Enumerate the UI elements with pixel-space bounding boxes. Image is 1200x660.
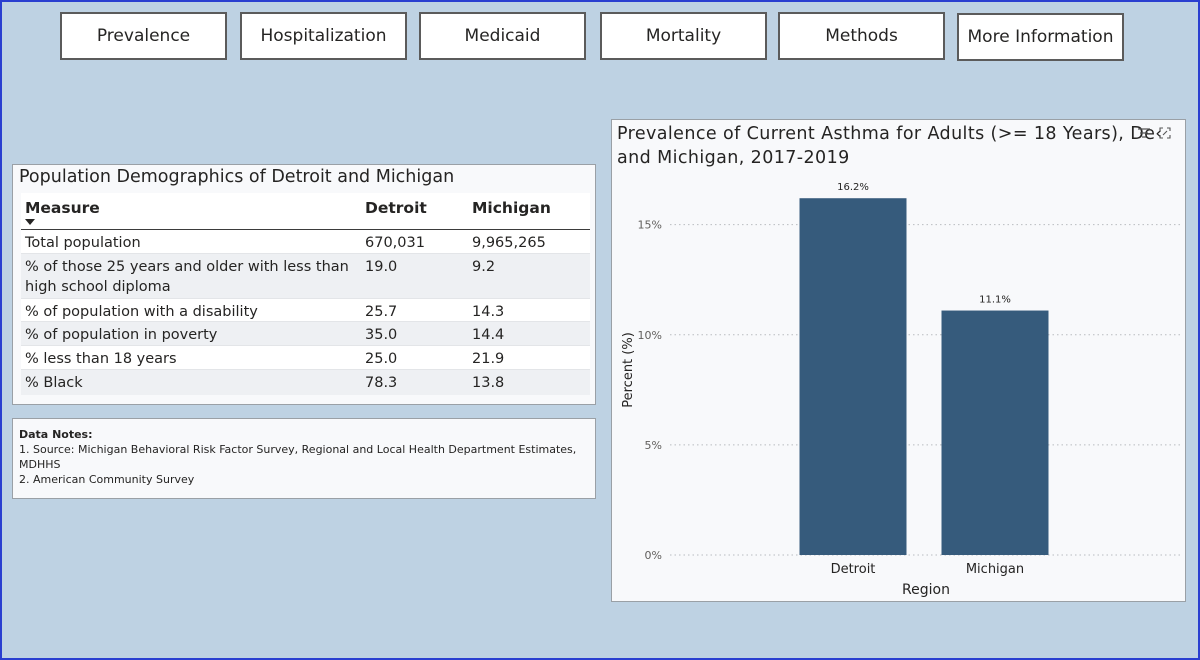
column-header-michigan[interactable]: Michigan — [472, 199, 551, 217]
data-notes-line: 2. American Community Survey — [19, 473, 195, 486]
tab-mortality[interactable]: Mortality — [600, 12, 767, 60]
cell-detroit: 78.3 — [365, 375, 398, 391]
cell-measure: % of those 25 years and older with less … — [25, 259, 349, 295]
x-axis-title: Region — [902, 582, 950, 598]
cell-measure: % of population with a disability — [25, 304, 258, 320]
focus-mode-icon[interactable] — [1159, 127, 1171, 142]
cell-measure: % less than 18 years — [25, 351, 177, 367]
chart-title-line-2: and Michigan, 2017-2019 — [617, 148, 850, 168]
cell-michigan: 21.9 — [472, 351, 505, 367]
data-notes-line: 1. Source: Michigan Behavioral Risk Fact… — [19, 443, 577, 471]
y-axis-title: Percent (%) — [621, 332, 636, 408]
tab-prevalence[interactable]: Prevalence — [60, 12, 227, 60]
sort-descending-icon[interactable] — [25, 219, 35, 225]
tab-hospitalization[interactable]: Hospitalization — [240, 12, 407, 60]
chart-title-line-1: Prevalence of Current Asthma for Adults … — [617, 124, 1162, 144]
table-row: Total population 670,031 9,965,265 — [21, 230, 590, 254]
cell-detroit: 35.0 — [365, 327, 398, 343]
cell-detroit: 670,031 — [365, 235, 425, 251]
cell-measure: % Black — [25, 375, 83, 391]
cell-michigan: 14.4 — [472, 327, 505, 343]
table-row: % less than 18 years 25.0 21.9 — [21, 346, 590, 370]
cell-michigan: 9,965,265 — [472, 235, 546, 251]
filter-icon[interactable] — [1138, 127, 1150, 141]
x-tick-label: Detroit — [831, 562, 876, 577]
cell-michigan: 14.3 — [472, 304, 505, 320]
cell-measure: % of population in poverty — [25, 327, 218, 343]
cell-detroit: 25.7 — [365, 304, 398, 320]
demographics-table: Measure Detroit Michigan Total populatio… — [21, 193, 590, 395]
column-header-detroit[interactable]: Detroit — [365, 199, 427, 217]
data-label: 16.2% — [837, 182, 869, 193]
cell-michigan: 9.2 — [472, 259, 496, 275]
data-notes: Data Notes: 1. Source: Michigan Behavior… — [19, 427, 595, 487]
y-tick-label: 15% — [638, 219, 662, 232]
data-label: 11.1% — [979, 295, 1011, 306]
bar-detroit[interactable] — [799, 198, 907, 555]
chart-panel: Prevalence of Current Asthma for Adults … — [611, 119, 1186, 602]
column-header-measure[interactable]: Measure — [25, 199, 100, 217]
table-title: Population Demographics of Detroit and M… — [19, 167, 455, 187]
y-tick-label: 10% — [638, 329, 662, 342]
tab-medicaid[interactable]: Medicaid — [419, 12, 586, 60]
bar-chart: 0% 5% 10% 15% 16.2% Detroit 11.1% Michigan Perc… — [621, 182, 1182, 598]
tab-methods[interactable]: Methods — [778, 12, 945, 60]
cell-detroit: 25.0 — [365, 351, 398, 367]
x-tick-label: Michigan — [966, 562, 1024, 577]
demographics-table-panel: Population Demographics of Detroit and M… — [12, 164, 596, 405]
bar-michigan[interactable] — [941, 310, 1049, 555]
chart-title: Prevalence of Current Asthma for Adults … — [617, 122, 1162, 172]
cell-detroit: 19.0 — [365, 259, 398, 275]
data-notes-title: Data Notes: — [19, 428, 93, 441]
tab-more-information[interactable]: More Information — [957, 13, 1124, 61]
y-tick-label: 0% — [645, 549, 662, 562]
table-row: % of those 25 years and older with less … — [21, 254, 590, 299]
table-row: % Black 78.3 13.8 — [21, 370, 590, 395]
data-notes-panel: Data Notes: 1. Source: Michigan Behavior… — [12, 418, 596, 499]
cell-measure: Total population — [25, 235, 141, 251]
table-header-row: Measure Detroit Michigan — [21, 193, 590, 230]
table-row: % of population in poverty 35.0 14.4 — [21, 322, 590, 346]
cell-michigan: 13.8 — [472, 375, 505, 391]
y-tick-label: 5% — [645, 439, 662, 452]
table-row: % of population with a disability 25.7 1… — [21, 299, 590, 322]
